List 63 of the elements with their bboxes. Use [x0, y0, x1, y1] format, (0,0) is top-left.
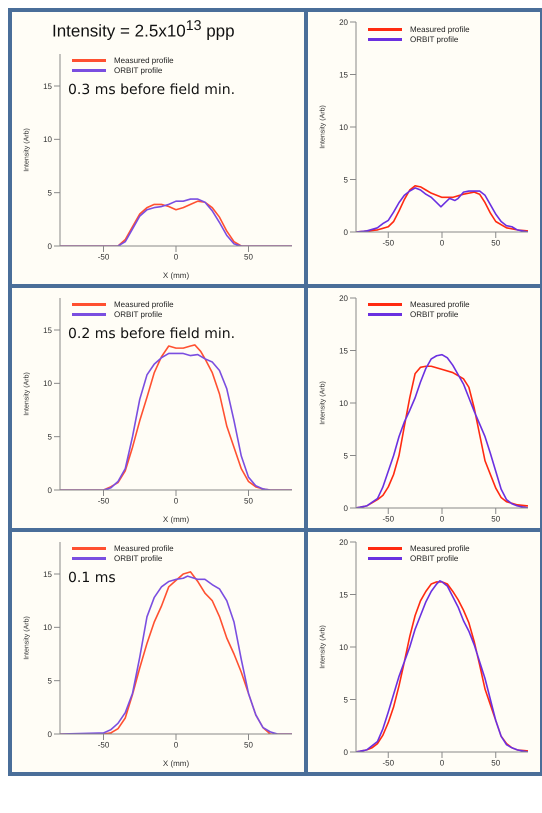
- x-tick-label: 50: [491, 758, 501, 768]
- x-tick-label: -50: [382, 238, 395, 248]
- y-tick-label: 0: [48, 485, 53, 494]
- x-tick-label: 0: [440, 238, 445, 248]
- x-tick-label: -50: [382, 514, 395, 524]
- y-tick-label: 0: [48, 729, 53, 738]
- annotation: 0.2 ms before field min.: [68, 326, 236, 342]
- y-tick-label: 5: [344, 450, 349, 460]
- y-tick-label: 10: [43, 134, 53, 144]
- y-tick-label: 0: [344, 503, 349, 512]
- y-tick-label: 5: [344, 694, 349, 704]
- legend-label: Measured profile: [410, 544, 470, 554]
- x-tick-label: 0: [174, 496, 179, 506]
- x-tick-label: 0: [440, 514, 445, 524]
- x-axis-title: X (mm): [162, 514, 190, 524]
- y-tick-label: 10: [339, 398, 349, 408]
- x-tick-label: 50: [244, 740, 254, 750]
- y-tick-label: 5: [48, 188, 53, 198]
- legend-label: ORBIT profile: [410, 310, 458, 320]
- y-tick-label: 5: [48, 676, 53, 686]
- x-axis-title: X (mm): [162, 270, 190, 280]
- y-tick-label: 15: [43, 325, 53, 334]
- x-tick-label: 0: [440, 758, 445, 768]
- x-tick-label: 50: [244, 496, 254, 506]
- legend-label: ORBIT profile: [410, 554, 458, 564]
- x-tick-label: -50: [382, 758, 395, 768]
- y-tick-label: 10: [43, 378, 53, 388]
- y-tick-label: 10: [43, 622, 53, 632]
- x-tick-label: 50: [491, 514, 501, 524]
- y-tick-label: 10: [339, 122, 349, 132]
- legend-label: ORBIT profile: [114, 554, 162, 564]
- y-tick-label: 0: [344, 228, 349, 237]
- y-tick-label: 10: [339, 642, 349, 652]
- legend-label: ORBIT profile: [114, 66, 162, 76]
- legend-label: Measured profile: [114, 56, 174, 66]
- y-tick-label: 15: [43, 81, 53, 90]
- y-tick-label: 20: [339, 537, 349, 546]
- y-tick-label: 15: [43, 569, 53, 578]
- x-tick-label: -50: [98, 252, 110, 262]
- x-tick-label: -50: [98, 740, 110, 750]
- x-axis-title: X (mm): [162, 758, 190, 768]
- y-tick-label: 15: [339, 70, 349, 80]
- y-tick-label: 15: [339, 346, 349, 355]
- y-tick-label: 0: [344, 747, 349, 756]
- legend-label: Measured profile: [114, 300, 174, 310]
- x-tick-label: 0: [174, 252, 179, 262]
- x-tick-label: 50: [491, 238, 501, 248]
- annotation: 0.1 ms: [68, 570, 116, 586]
- x-tick-label: -50: [98, 496, 110, 506]
- legend-label: ORBIT profile: [410, 34, 458, 44]
- y-tick-label: 20: [339, 18, 349, 27]
- x-tick-label: 50: [244, 252, 254, 262]
- y-tick-label: 5: [344, 175, 349, 184]
- legend-label: Measured profile: [410, 24, 470, 34]
- legend-label: Measured profile: [114, 544, 174, 554]
- y-tick-label: 20: [339, 293, 349, 302]
- y-tick-label: 5: [48, 432, 53, 442]
- y-tick-label: 15: [339, 590, 349, 599]
- annotation: 0.3 ms before field min.: [68, 82, 236, 98]
- chart-title: Intensity = 2.5x10$^{13}$ ppp: [51, 17, 236, 43]
- legend-label: ORBIT profile: [114, 310, 162, 320]
- legend-label: Measured profile: [410, 300, 470, 310]
- x-tick-label: 0: [174, 740, 179, 750]
